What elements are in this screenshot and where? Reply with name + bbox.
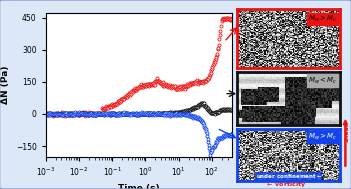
- Text: under confinement$\leftarrow$: under confinement$\leftarrow$: [256, 172, 322, 180]
- Text: $M_w < M_c$: $M_w < M_c$: [308, 76, 337, 86]
- Y-axis label: ΔN (Pa): ΔN (Pa): [1, 66, 10, 104]
- X-axis label: Time (s): Time (s): [118, 184, 159, 189]
- Text: shear: shear: [344, 122, 349, 142]
- Text: $M_w > M_c$: $M_w > M_c$: [308, 14, 337, 24]
- Text: $\leftarrow$ vorticity: $\leftarrow$ vorticity: [265, 180, 307, 189]
- Text: $M_w > M_c$: $M_w > M_c$: [308, 132, 337, 143]
